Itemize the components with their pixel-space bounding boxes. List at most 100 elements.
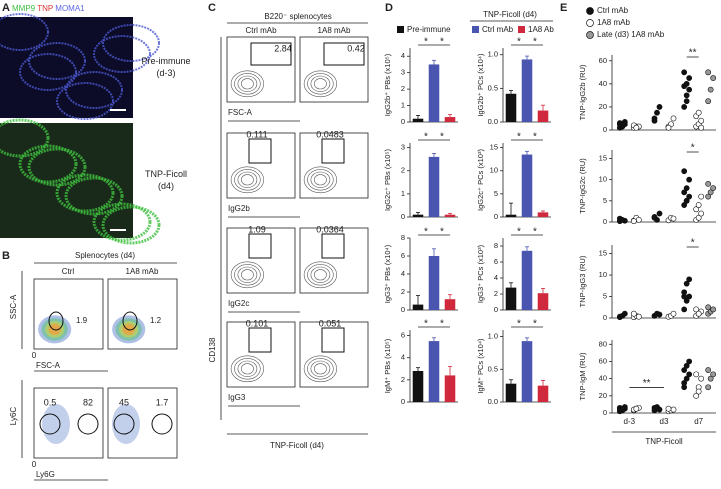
data-point	[656, 210, 663, 217]
data-point	[705, 98, 712, 105]
bar	[444, 375, 456, 402]
condition-label: Pre-immune	[141, 56, 190, 66]
bar	[537, 293, 549, 310]
gate	[323, 42, 365, 66]
bar	[444, 299, 456, 310]
y-tick-label: 2	[401, 375, 405, 384]
data-point	[683, 362, 690, 369]
data-point	[705, 180, 712, 187]
bar	[444, 214, 456, 217]
y-axis-label: IgG3⁺ PBs (x10⁴)	[383, 244, 392, 303]
axis-origin: 0	[32, 351, 37, 360]
legend-label: Late (d3) 1A8 mAb	[597, 30, 665, 39]
bar	[537, 212, 549, 217]
gate	[77, 413, 99, 435]
y-tick-label: 5	[494, 189, 498, 198]
data-point	[695, 109, 702, 116]
contour	[310, 266, 331, 283]
tissue-border	[0, 13, 49, 51]
panel-label: E	[560, 2, 567, 14]
data-point	[654, 404, 660, 410]
y-tick-label: 2	[401, 166, 405, 175]
contour	[307, 358, 334, 380]
contour	[313, 363, 327, 375]
y-tick-label: 0	[401, 212, 405, 221]
bar	[521, 154, 533, 217]
condition-label: (d-3)	[156, 68, 175, 78]
data-point	[695, 202, 702, 208]
y-axis-label: TNP-IgG2b (RU)	[578, 64, 587, 120]
x-tick-label: d7	[694, 417, 703, 426]
legend-marker	[586, 19, 594, 27]
data-point	[695, 214, 702, 221]
data-point	[651, 214, 658, 220]
y-tick-label: 0	[401, 305, 405, 314]
data-point	[616, 215, 623, 222]
panel-title: Splenocytes (d4)	[75, 251, 135, 260]
y-tick-label: 60	[599, 56, 607, 65]
cell-cloud	[112, 404, 140, 444]
stain-name: TNP	[37, 4, 55, 13]
axis-origin: 0	[32, 460, 37, 469]
tissue-border	[65, 71, 123, 109]
y-axis-label: IgM⁺ PBs (x10⁵)	[383, 338, 392, 393]
bar	[428, 341, 440, 402]
data-point	[681, 168, 688, 175]
data-point	[670, 215, 677, 222]
y-tick-label: 20	[599, 391, 607, 400]
bar	[428, 64, 440, 122]
data-point	[635, 313, 642, 320]
flow-plot	[299, 227, 369, 294]
data-point	[619, 406, 626, 413]
data-point	[686, 371, 693, 378]
data-point	[651, 117, 658, 124]
tissue-border	[64, 176, 124, 216]
significance-mark: *	[533, 132, 537, 143]
data-point	[695, 388, 702, 395]
y-tick-label: 10	[599, 270, 607, 279]
y-tick-label: 4	[401, 51, 405, 60]
data-point	[686, 276, 693, 283]
y-tick-label: 0.5	[488, 364, 498, 373]
data-point	[710, 185, 717, 192]
data-point	[681, 69, 688, 76]
micrograph	[0, 17, 133, 118]
data-point	[698, 193, 705, 200]
tissue-border	[28, 42, 86, 80]
contour	[240, 174, 254, 186]
significance-mark: *	[691, 238, 695, 249]
data-point	[698, 117, 705, 124]
data-point	[705, 367, 712, 373]
cell-cloud	[42, 404, 70, 444]
x-axis-label: FSC-A	[36, 361, 61, 370]
y-tick-label: 0	[401, 117, 405, 126]
data-point	[630, 218, 637, 225]
gate	[248, 327, 272, 353]
contour	[234, 358, 261, 380]
data-point	[633, 405, 640, 412]
significance-mark: *	[691, 143, 695, 154]
y-tick-label: 2	[401, 287, 405, 296]
gate-value: 1.7	[156, 397, 169, 407]
y-tick-label: 0	[603, 408, 607, 417]
contour	[307, 264, 334, 286]
bar	[537, 385, 549, 402]
bar	[412, 214, 424, 217]
data-point	[705, 384, 712, 391]
y-tick-label: 1	[401, 189, 405, 198]
contour	[303, 70, 338, 98]
legend-label: Pre-immune	[407, 25, 451, 34]
tissue-border	[93, 35, 151, 73]
gate	[248, 138, 272, 164]
significance-mark: *	[533, 227, 537, 238]
legend-swatch	[518, 26, 525, 33]
y-tick-label: 0	[603, 313, 607, 322]
bar	[412, 370, 424, 402]
bar	[537, 110, 549, 122]
contour	[230, 70, 265, 98]
y-tick-label: 6	[494, 257, 498, 266]
data-point	[686, 193, 693, 200]
significance-mark: *	[424, 227, 428, 238]
x-axis-label: IgG2c	[228, 299, 249, 308]
y-axis-label: CD138	[208, 337, 217, 362]
